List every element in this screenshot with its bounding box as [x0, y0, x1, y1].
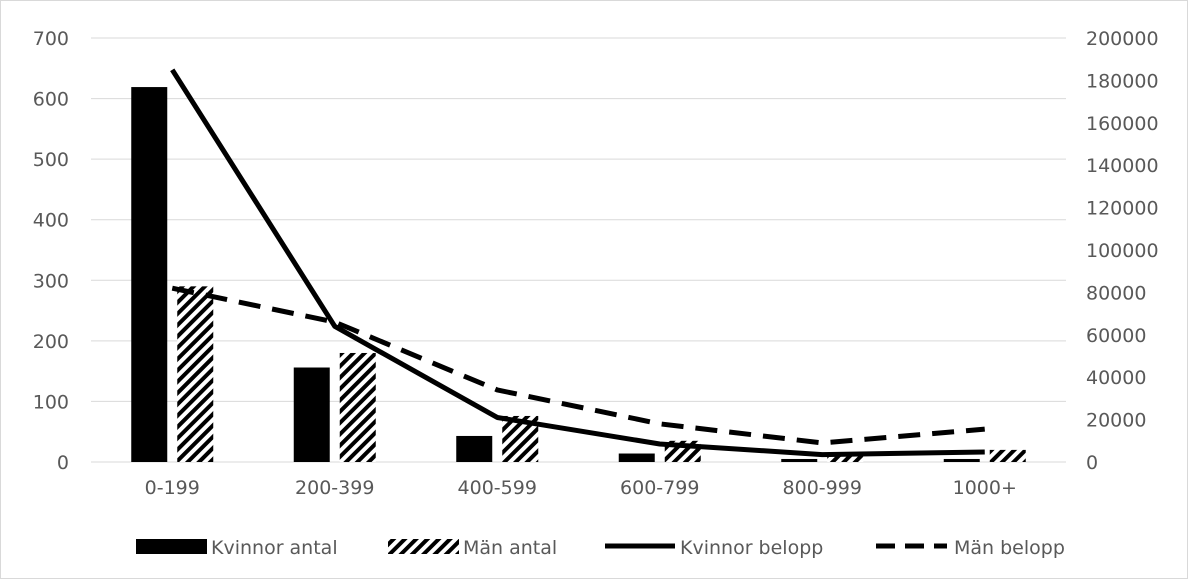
left-tick-label: 400 [33, 210, 69, 232]
right-tick-label: 200000 [1086, 28, 1159, 50]
left-tick-label: 300 [33, 270, 69, 292]
left-tick-label: 700 [33, 28, 69, 50]
right-tick-label: 60000 [1086, 325, 1146, 347]
bar-man-antal [989, 449, 1026, 462]
right-tick-label: 0 [1086, 452, 1098, 474]
legend-label-man-belopp: Män belopp [954, 537, 1065, 559]
x-tick-label: 800-999 [783, 477, 862, 499]
right-tick-label: 180000 [1086, 70, 1159, 92]
line-kvinnor-belopp [170, 68, 985, 458]
left-tick-label: 200 [33, 331, 69, 353]
line-man-belopp [171, 285, 985, 446]
x-axis-ticks: 0-199 200-399 400-599 600-799 800-999 1000+ [145, 477, 1017, 499]
left-tick-label: 100 [33, 391, 69, 413]
legend-label-kvinnor-antal: Kvinnor antal [211, 537, 338, 559]
line-series [170, 68, 985, 458]
bar-kvinnor-antal [131, 87, 168, 462]
bar-kvinnor-antal [943, 458, 980, 462]
bar-series [131, 87, 1026, 462]
gridlines [91, 37, 1066, 463]
x-tick-label: 1000+ [953, 477, 1017, 499]
legend-swatch-man-antal [388, 539, 459, 554]
right-axis-ticks: 0 20000 40000 60000 80000 100000 120000 140000 1… [1086, 28, 1159, 474]
legend: Kvinnor antal Män antal Kvinnor belopp M… [136, 537, 1065, 559]
bar-kvinnor-antal [781, 458, 818, 462]
left-tick-label: 600 [33, 89, 69, 111]
bar-man-antal [177, 286, 214, 462]
right-tick-label: 100000 [1086, 240, 1159, 262]
left-axis-ticks: 0 100 200 300 400 500 600 700 [33, 28, 69, 474]
legend-swatch-kvinnor-antal [136, 539, 207, 554]
legend-label-kvinnor-belopp: Kvinnor belopp [680, 537, 823, 559]
right-tick-label: 80000 [1086, 282, 1146, 304]
bar-kvinnor-antal [293, 367, 330, 462]
x-tick-label: 200-399 [295, 477, 374, 499]
right-tick-label: 160000 [1086, 113, 1159, 135]
left-tick-label: 500 [33, 149, 69, 171]
right-tick-label: 40000 [1086, 367, 1146, 389]
right-tick-label: 20000 [1086, 410, 1146, 432]
right-tick-label: 120000 [1086, 198, 1159, 220]
bar-kvinnor-antal [618, 453, 655, 462]
x-tick-label: 400-599 [458, 477, 537, 499]
bar-kvinnor-antal [456, 435, 493, 462]
bar-man-antal [339, 352, 376, 462]
bar-man-antal [827, 454, 864, 462]
right-tick-label: 140000 [1086, 155, 1159, 177]
legend-label-man-antal: Män antal [463, 537, 557, 559]
x-tick-label: 600-799 [620, 477, 699, 499]
left-tick-label: 0 [57, 452, 69, 474]
x-tick-label: 0-199 [145, 477, 200, 499]
